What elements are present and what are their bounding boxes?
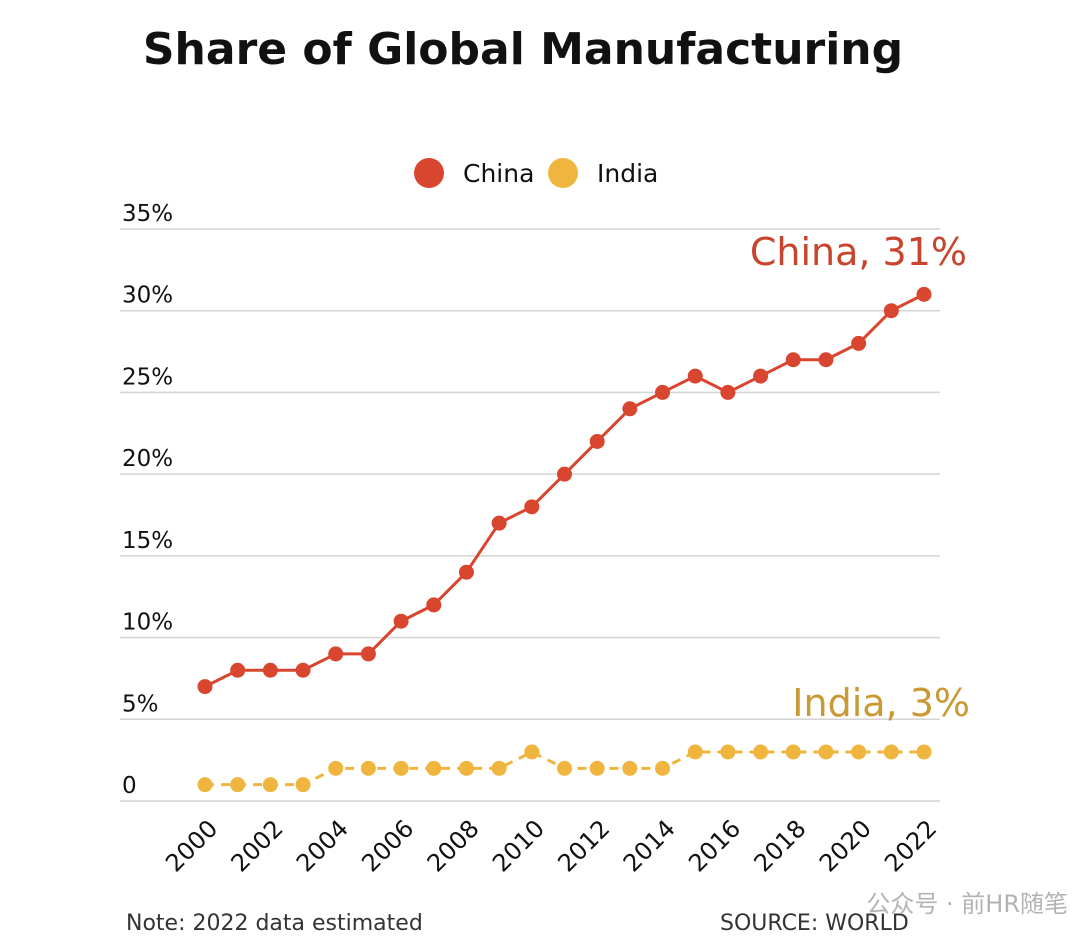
data-point-china (262, 662, 278, 678)
data-point-india (851, 744, 867, 760)
x-tick-label: 2014 (618, 814, 681, 877)
x-tick-label: 2004 (291, 814, 354, 877)
data-point-china (622, 401, 638, 417)
y-tick-label: 0 (122, 773, 137, 799)
x-tick-label: 2020 (814, 814, 877, 877)
data-point-china (883, 303, 899, 319)
y-tick-label: 20% (122, 446, 173, 472)
data-point-china (524, 499, 540, 515)
series-end-label-india: India, 3% (792, 681, 970, 725)
data-point-india (589, 760, 605, 776)
data-point-india (393, 760, 409, 776)
data-point-china (230, 662, 246, 678)
series-line-china (204, 293, 925, 688)
data-point-india (197, 777, 213, 793)
y-axis-ticks: 0 5% 10% 15% 20% 25% 30% 35% (122, 201, 173, 799)
data-point-india (916, 744, 932, 760)
y-tick-label: 5% (122, 691, 159, 717)
data-point-india (785, 744, 801, 760)
data-point-india (262, 777, 278, 793)
data-point-india (753, 744, 769, 760)
legend: China India (414, 158, 658, 188)
data-point-india (655, 760, 671, 776)
data-point-china (687, 368, 703, 384)
y-tick-label: 35% (122, 201, 173, 227)
y-tick-label: 10% (122, 610, 173, 636)
series-china (197, 286, 932, 695)
data-point-china (197, 679, 213, 695)
data-point-china (295, 662, 311, 678)
series (197, 286, 932, 793)
x-axis-ticks: 2000 2002 2004 2006 2008 2010 2012 2014 2016 2018… (160, 814, 942, 877)
source-credit: SOURCE: WORLD (720, 911, 909, 936)
footnote: Note: 2022 data estimated (126, 911, 423, 936)
legend-marker-china (414, 158, 444, 188)
gridlines (120, 228, 940, 802)
series-end-label-china: China, 31% (750, 230, 967, 274)
data-point-china (851, 335, 867, 351)
data-point-china (753, 368, 769, 384)
data-point-china (426, 597, 442, 613)
data-point-india (818, 744, 834, 760)
data-point-india (720, 744, 736, 760)
data-point-china (655, 384, 671, 400)
data-point-china (916, 286, 932, 302)
data-point-china (557, 466, 572, 482)
data-point-china (818, 352, 834, 368)
data-point-china (328, 646, 344, 662)
data-point-india (426, 760, 442, 776)
x-tick-label: 2002 (226, 814, 289, 877)
x-tick-label: 2010 (487, 814, 550, 877)
watermark: 公众号 · 前HR随笔 (866, 890, 1068, 918)
data-point-china (360, 646, 376, 662)
data-point-india (557, 760, 572, 776)
data-point-india (687, 744, 703, 760)
x-tick-label: 2012 (552, 814, 615, 877)
x-tick-label: 2006 (356, 814, 419, 877)
data-point-india (622, 760, 638, 776)
data-point-india (883, 744, 899, 760)
y-tick-label: 15% (122, 528, 173, 554)
data-point-india (295, 777, 311, 793)
data-point-india (328, 760, 344, 776)
legend-label-india: India (597, 159, 658, 188)
data-point-china (458, 564, 474, 580)
data-point-india (360, 760, 376, 776)
y-tick-label: 30% (122, 283, 173, 309)
x-tick-label: 2000 (160, 814, 223, 877)
y-tick-label: 25% (122, 364, 173, 390)
x-tick-label: 2016 (683, 814, 746, 877)
x-tick-label: 2022 (879, 814, 942, 877)
data-point-india (524, 744, 540, 760)
legend-label-china: China (463, 159, 534, 188)
chart-title: Share of Global Manufacturing (143, 24, 903, 75)
data-point-china (589, 433, 605, 449)
x-tick-label: 2018 (749, 814, 812, 877)
data-point-india (458, 760, 474, 776)
series-india (197, 744, 932, 793)
data-point-china (720, 384, 736, 400)
data-point-china (393, 613, 409, 629)
data-point-india (230, 777, 246, 793)
data-point-china (785, 352, 801, 368)
x-tick-label: 2008 (422, 814, 485, 877)
data-point-china (491, 515, 507, 531)
legend-marker-india (548, 158, 578, 188)
data-point-india (491, 760, 507, 776)
